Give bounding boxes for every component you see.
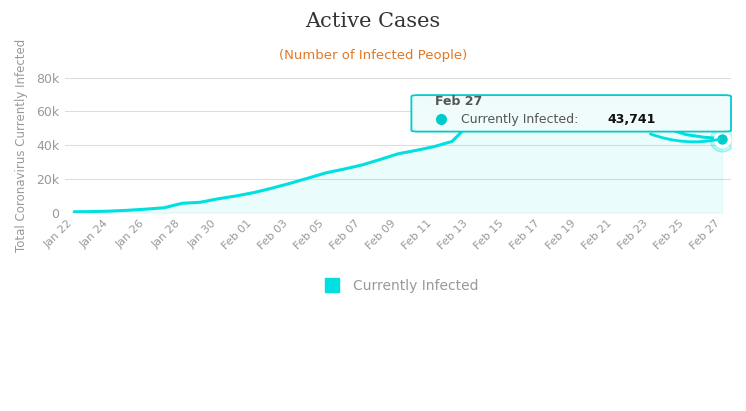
Text: Currently Infected:: Currently Infected: <box>461 113 583 126</box>
Text: Active Cases: Active Cases <box>305 12 441 31</box>
FancyBboxPatch shape <box>411 95 731 132</box>
Text: (Number of Infected People): (Number of Infected People) <box>279 49 467 62</box>
Legend: Currently Infected: Currently Infected <box>313 274 483 299</box>
Y-axis label: Total Coronavirus Currently Infected: Total Coronavirus Currently Infected <box>15 39 28 252</box>
Text: Feb 27: Feb 27 <box>435 95 482 108</box>
Text: 43,741: 43,741 <box>608 113 656 126</box>
